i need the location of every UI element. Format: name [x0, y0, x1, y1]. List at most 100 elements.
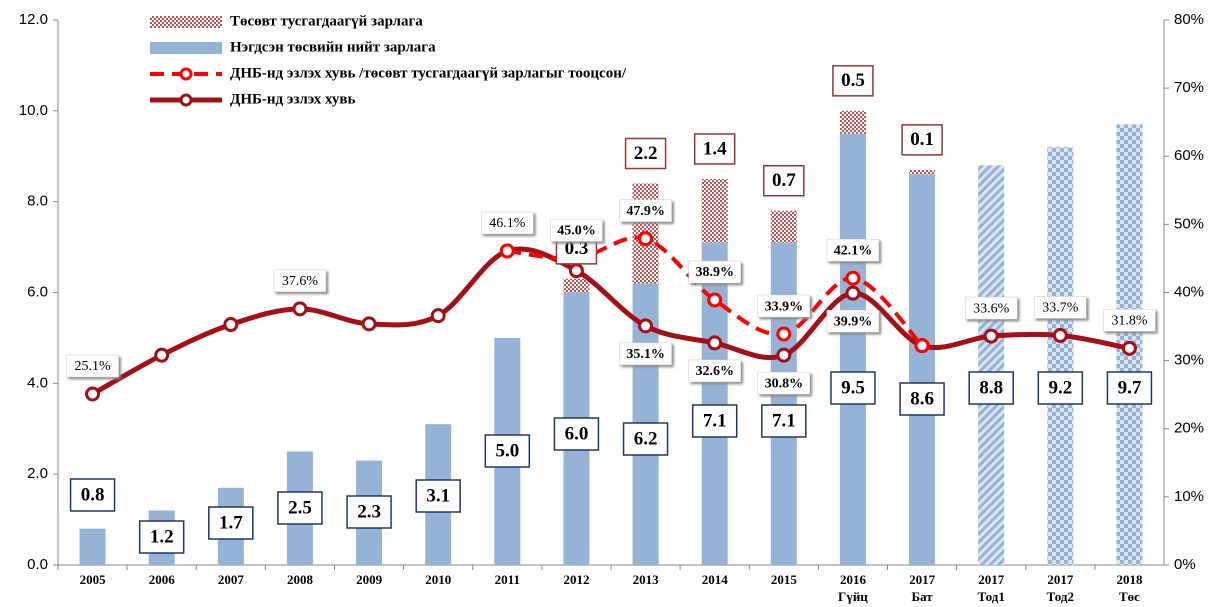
- line-label-box: [66, 354, 119, 378]
- line-label-box: [481, 211, 534, 235]
- stack-segment: [909, 169, 936, 175]
- bar-label-box: [553, 417, 600, 451]
- stack-label-box: [763, 165, 805, 197]
- bar-label-box: [899, 382, 945, 416]
- bar-label-text: 6.2: [634, 428, 658, 449]
- x-tick-label: 2013: [633, 572, 660, 587]
- legend-swatch-point: [179, 93, 193, 107]
- bar-label-text: 2.3: [357, 501, 381, 522]
- line-point: [430, 308, 446, 324]
- line-label-text: 47.9%: [626, 204, 665, 219]
- stack-label: 0.7: [763, 165, 805, 197]
- line-label-box: [826, 238, 880, 262]
- bar-label-box: [691, 404, 738, 438]
- line-label: 33.6%: [964, 296, 1018, 320]
- line-point: [499, 243, 515, 259]
- bar-label-text: 9.5: [841, 377, 865, 398]
- line-label-box: [757, 294, 811, 318]
- x-tick-label: 2017: [1047, 572, 1074, 587]
- line: [91, 246, 1130, 397]
- x-tick-label: Тод2: [1047, 589, 1074, 604]
- line-label: 37.6%: [273, 269, 327, 293]
- line-label-box: [1103, 309, 1156, 332]
- legend-label: Нэгдсэн төсвийн нийт зарлага: [230, 39, 436, 55]
- y2-tick-label: 40%: [1174, 283, 1204, 300]
- line-label-box: [273, 269, 327, 293]
- line-label-text: 39.9%: [834, 314, 873, 329]
- bar-label-box: [346, 495, 392, 529]
- x-tick-label: 2011: [495, 572, 520, 587]
- x-tick-label: Тод1: [978, 589, 1005, 604]
- bar-label: 9.5: [830, 371, 876, 405]
- stack-segment: [701, 178, 728, 243]
- line-point: [914, 338, 930, 354]
- line-point: [638, 231, 654, 247]
- stack-label-text: 0.7: [772, 170, 796, 191]
- y2-tick-label: 20%: [1174, 420, 1204, 437]
- line-point: [223, 317, 239, 333]
- bar-label-box: [69, 478, 116, 512]
- stack-label-box: [901, 124, 943, 156]
- bar-label: 1.7: [208, 506, 254, 540]
- legend-swatch: [150, 42, 222, 54]
- bar-label-text: 9.2: [1048, 377, 1072, 398]
- bar-label: 9.2: [1037, 371, 1084, 405]
- x-tick-label: 2005: [80, 572, 107, 587]
- bar-label: 0.8: [69, 478, 116, 512]
- line-point: [1121, 340, 1137, 356]
- line-label-text: 31.8%: [1111, 314, 1148, 329]
- legend-label: Төсөвт тусгагдаагүй зарлага: [230, 13, 423, 29]
- line-label-text: 30.8%: [765, 376, 804, 391]
- line-label: 35.1%: [619, 342, 672, 366]
- bar: [909, 174, 936, 565]
- line-label-text: 33.6%: [973, 301, 1010, 316]
- line-point: [292, 301, 308, 317]
- x-tick-label: 2017: [909, 572, 936, 587]
- stack-label-text: 0.1: [910, 129, 934, 150]
- x-tick-label: 2014: [702, 572, 729, 587]
- line-label-box: [688, 359, 741, 383]
- line-label: 31.8%: [1103, 309, 1156, 332]
- bar-label-text: 8.8: [979, 377, 1003, 398]
- y2-tick-label: 50%: [1174, 215, 1204, 232]
- bar: [770, 242, 797, 565]
- x-tick-label: 2008: [287, 572, 314, 587]
- x-tick-label: 2007: [218, 572, 245, 587]
- y2-tick-label: 30%: [1174, 352, 1204, 369]
- stack-label: 0.1: [901, 124, 943, 156]
- line-point: [568, 263, 584, 279]
- line-point: [361, 316, 377, 332]
- stack-label-text: 1.4: [703, 138, 727, 159]
- y2-tick-label: 80%: [1174, 11, 1204, 28]
- y-tick-label: 0.0: [27, 556, 48, 573]
- stack-segment: [839, 110, 866, 134]
- line-label: 32.6%: [688, 359, 741, 383]
- line-label: 30.8%: [757, 371, 811, 395]
- bar-label: 6.2: [622, 422, 669, 456]
- line-point: [983, 328, 999, 344]
- line-point: [85, 386, 101, 402]
- bar-label-box: [1037, 371, 1084, 405]
- line-label-box: [826, 309, 880, 333]
- line-label-box: [688, 260, 741, 284]
- y-tick-label: 2.0: [27, 465, 48, 482]
- bar: [839, 133, 866, 565]
- x-tick-label: 2018: [1116, 572, 1143, 587]
- x-tick-label: 2009: [356, 572, 383, 587]
- bar-label-text: 6.0: [565, 423, 589, 444]
- line-label-box: [619, 342, 672, 366]
- bar-label: 7.1: [761, 404, 807, 438]
- x-tick-label: Бат: [911, 589, 933, 604]
- legend-label: ДНБ-нд эзлэх хувь /төсөвт тусгагдаагүй з…: [230, 65, 627, 81]
- line-label-text: 33.9%: [765, 299, 804, 314]
- bar-label: 2.5: [277, 491, 323, 525]
- stack-label-text: 2.2: [634, 143, 658, 164]
- line-label-text: 32.6%: [695, 364, 734, 379]
- bar-label-box: [415, 479, 461, 513]
- bar-label: 1.2: [138, 520, 185, 554]
- stack-label-box: [832, 65, 874, 97]
- line-label: 47.9%: [619, 199, 672, 222]
- line-label-text: 38.9%: [695, 265, 734, 280]
- stack-label: 1.4: [693, 133, 736, 165]
